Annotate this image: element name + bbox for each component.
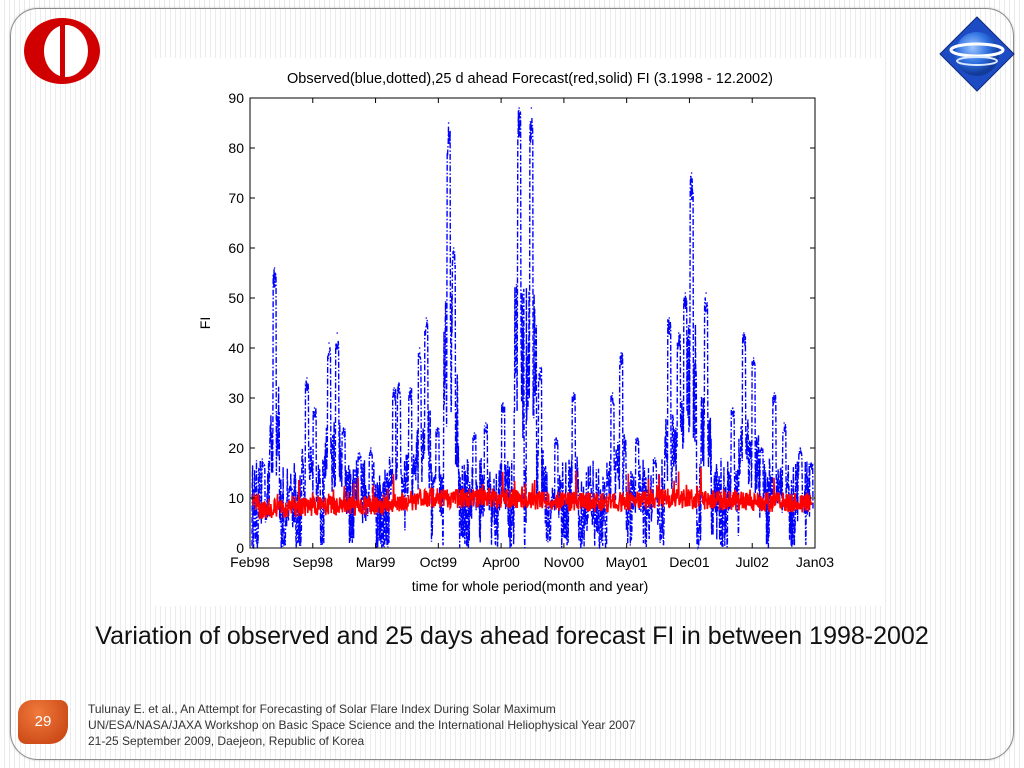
observed-peak-point [393, 387, 395, 389]
observed-peak-point [289, 487, 292, 489]
x-tick-label: Jan03 [796, 554, 834, 570]
observed-peak-point [799, 447, 802, 449]
footer-line: 21-25 September 2009, Daejeon, Republic … [88, 734, 365, 748]
observed-peak-point [653, 457, 656, 459]
footer-citation: Tulunay E. et al., An Attempt for Foreca… [88, 701, 788, 749]
footer-line: Tulunay E. et al., An Attempt for Foreca… [88, 702, 556, 716]
y-tick-label: 60 [228, 240, 244, 256]
observed-peak-point [398, 382, 400, 384]
y-axis-ticks: 0 10 20 30 40 50 60 70 80 90 [228, 90, 815, 556]
observed-peak-point [705, 292, 707, 294]
footer-line: UN/ESA/NASA/JAXA Workshop on Basic Space… [88, 718, 636, 732]
observed-peak-point [436, 427, 439, 429]
observed-peak-point [418, 347, 421, 349]
observed-peak-point [539, 367, 541, 369]
x-axis-label: time for whole period(month and year) [412, 578, 649, 594]
plot-area: 0 10 20 30 40 50 60 70 80 90 Feb98 Sep98 Mar99 Oct99… [228, 90, 834, 570]
observed-peak-point [370, 447, 372, 449]
x-axis-ticks: Feb98 Sep98 Mar99 Oct99 Apr00 Nov00 May01 Dec01… [230, 98, 834, 570]
x-tick-label: Jul02 [735, 554, 769, 570]
observed-peak-point [336, 332, 338, 334]
observed-peak-point [313, 407, 316, 409]
observed-peak-point [358, 452, 361, 454]
chart-title: Observed(blue,dotted),25 d ahead Forecas… [287, 71, 773, 87]
observed-peak-point [760, 447, 763, 449]
globe-logo [939, 16, 1015, 92]
observed-peak-point [409, 387, 412, 389]
observed-peak-point [810, 462, 813, 464]
observed-peak-point [452, 247, 455, 249]
slide-caption: Variation of observed and 25 days ahead … [95, 622, 929, 650]
observed-peak-point [530, 107, 533, 109]
observed-peak-point [732, 407, 734, 409]
observed-peak-point [555, 437, 558, 439]
observed-peak-point [425, 317, 428, 319]
observed-peak-point [518, 107, 520, 109]
y-tick-label: 20 [228, 440, 244, 456]
observed-peak-point [572, 392, 575, 394]
forecast-series [252, 467, 813, 520]
observed-series [251, 107, 814, 551]
y-tick-label: 70 [228, 190, 244, 206]
observed-peak-point [473, 432, 476, 434]
observed-peak-point [484, 422, 487, 424]
observed-peak-point [328, 342, 330, 344]
observed-peak-point [620, 352, 622, 354]
x-tick-label: Nov00 [544, 554, 585, 570]
observed-peak-point [773, 392, 776, 394]
observed-peak-point [677, 332, 680, 334]
y-tick-label: 40 [228, 340, 244, 356]
observed-peak-point [636, 437, 638, 439]
metu-logo [24, 18, 100, 84]
x-tick-label: Mar99 [356, 554, 396, 570]
x-tick-label: Oct99 [420, 554, 458, 570]
x-tick-label: Dec01 [669, 554, 710, 570]
observed-peak-point [447, 122, 450, 124]
axes-box [249, 97, 816, 549]
observed-peak-point [690, 172, 693, 174]
x-tick-label: Sep98 [293, 554, 334, 570]
page-number-badge: 29 [18, 700, 68, 744]
observed-peak-point [273, 267, 276, 269]
y-tick-label: 50 [228, 290, 244, 306]
observed-peak-point [502, 402, 504, 404]
observed-peak-point [752, 357, 755, 359]
observed-peak-point [342, 427, 345, 429]
observed-peak-point [743, 332, 745, 334]
x-tick-label: Apr00 [482, 554, 520, 570]
observed-peak-point [611, 392, 614, 394]
x-tick-label: Feb98 [230, 554, 270, 570]
forecast-line [252, 467, 813, 520]
observed-peak-point [588, 482, 591, 484]
y-tick-label: 90 [228, 90, 244, 106]
observed-peak-point [306, 377, 308, 379]
observed-peak-point [783, 422, 785, 424]
observed-line [251, 109, 814, 551]
x-tick-label: May01 [606, 554, 648, 570]
y-tick-label: 30 [228, 390, 244, 406]
y-tick-label: 10 [228, 490, 244, 506]
y-tick-label: 80 [228, 140, 244, 156]
fi-chart: Observed(blue,dotted),25 d ahead Forecas… [197, 71, 834, 594]
y-axis-label: FI [197, 317, 213, 329]
observed-peak-point [262, 462, 265, 464]
y-tick-label: 0 [236, 540, 244, 556]
observed-peak-point [668, 317, 671, 319]
observed-peak-point [684, 292, 687, 294]
